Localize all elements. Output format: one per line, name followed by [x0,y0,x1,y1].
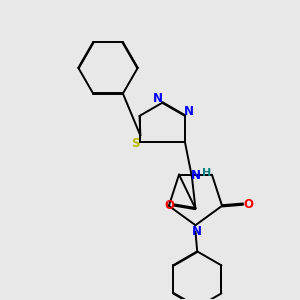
Text: N: N [190,169,200,182]
Text: N: N [184,105,194,118]
Text: H: H [202,168,211,178]
Text: O: O [164,199,174,212]
Text: N: N [153,92,163,105]
Text: N: N [192,225,202,238]
Text: S: S [131,137,140,150]
Text: O: O [243,198,253,211]
